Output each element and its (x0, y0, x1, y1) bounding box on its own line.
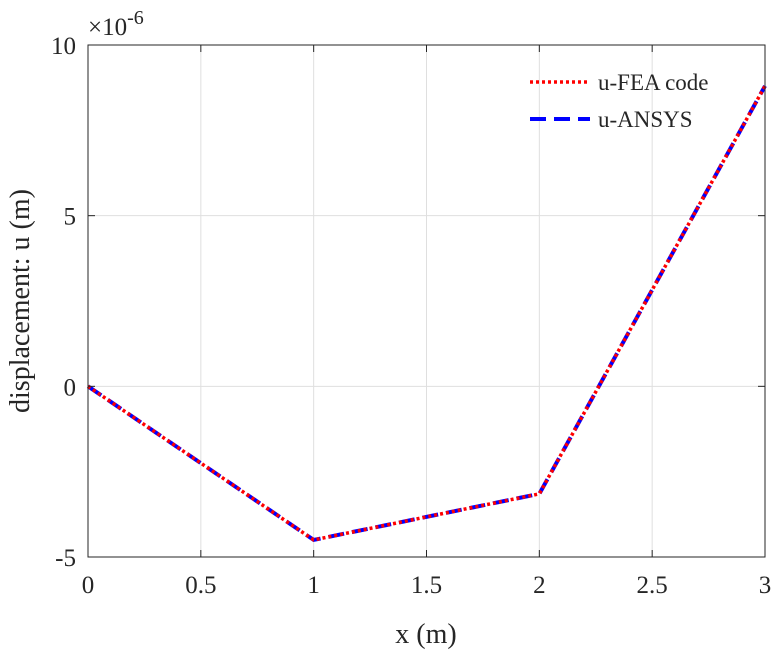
x-tick-label: 2 (533, 572, 546, 599)
x-tick-label: 0 (82, 572, 95, 599)
y-multiplier-exponent: -6 (127, 7, 144, 29)
y-multiplier-base: ×10 (88, 14, 127, 41)
x-tick-labels: 0 0.5 1 1.5 2 2.5 3 (82, 572, 772, 599)
tick-marks (87, 44, 766, 558)
y-axis-label: displacement: u (m) (5, 189, 36, 413)
x-tick-label: 1.5 (411, 572, 442, 599)
y-tick-labels: -5 0 5 10 (51, 33, 76, 572)
series-group (86, 84, 767, 543)
y-tick-label: 0 (64, 374, 77, 401)
y-multiplier: ×10-6 (88, 7, 144, 41)
legend-label-u-ansys: u-ANSYS (598, 107, 693, 132)
y-tick-label: 10 (51, 33, 76, 60)
x-tick-label: 2.5 (637, 572, 668, 599)
legend: u-FEA code u-ANSYS (530, 70, 709, 132)
x-tick-label: 3 (759, 572, 772, 599)
y-tick-label: -5 (55, 545, 76, 572)
x-tick-label: 1 (307, 572, 320, 599)
grid (88, 45, 765, 557)
x-axis-label: x (m) (395, 619, 456, 650)
series-line-u-ansys (86, 84, 767, 543)
y-tick-label: 5 (64, 204, 77, 231)
x-tick-label: 0.5 (185, 572, 216, 599)
legend-label-u-fea-code: u-FEA code (598, 70, 709, 95)
